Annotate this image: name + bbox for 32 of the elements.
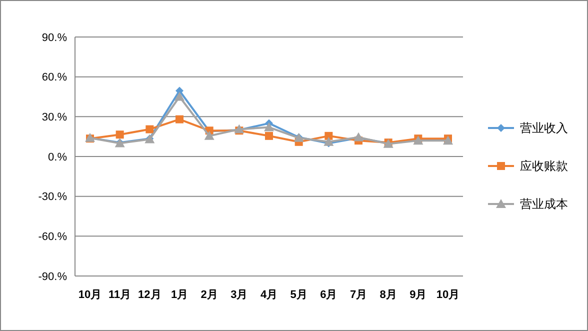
x-tick-label: 7月 <box>350 289 368 301</box>
point <box>146 125 154 134</box>
point <box>176 115 184 124</box>
x-tick-label: 8月 <box>380 289 397 301</box>
x-tick-label: 3月 <box>230 289 248 301</box>
y-tick-label: -30.% <box>38 191 68 204</box>
point <box>324 132 333 140</box>
x-tick-label: 4月 <box>260 289 278 301</box>
x-tick-label: 5月 <box>290 289 308 301</box>
y-tick-label: 60.% <box>42 72 68 84</box>
x-tick-label: 10月 <box>78 289 102 301</box>
y-tick-label: 0.% <box>48 151 68 164</box>
x-tick-label: 12月 <box>138 289 162 301</box>
point <box>324 136 334 146</box>
x-tick-label: 9月 <box>410 289 427 301</box>
point <box>264 122 274 132</box>
legend-label: 应收账款 <box>520 159 568 174</box>
x-tick-label: 11月 <box>108 289 132 301</box>
point <box>204 130 214 140</box>
x-tick-label: 1月 <box>170 289 188 301</box>
legend-label: 营业成本 <box>520 197 568 212</box>
point <box>116 130 124 139</box>
x-tick-label: 10月 <box>436 289 460 301</box>
y-tick-label: 30.% <box>42 112 68 124</box>
x-tick-label: 2月 <box>200 289 218 301</box>
x-tick-label: 6月 <box>320 289 338 301</box>
legend-label: 营业收入 <box>520 121 568 136</box>
point <box>265 132 273 140</box>
y-tick-label: -60.% <box>38 231 68 244</box>
point <box>174 92 184 101</box>
y-tick-label: -90.% <box>38 270 68 283</box>
y-tick-label: 90.% <box>42 32 68 44</box>
